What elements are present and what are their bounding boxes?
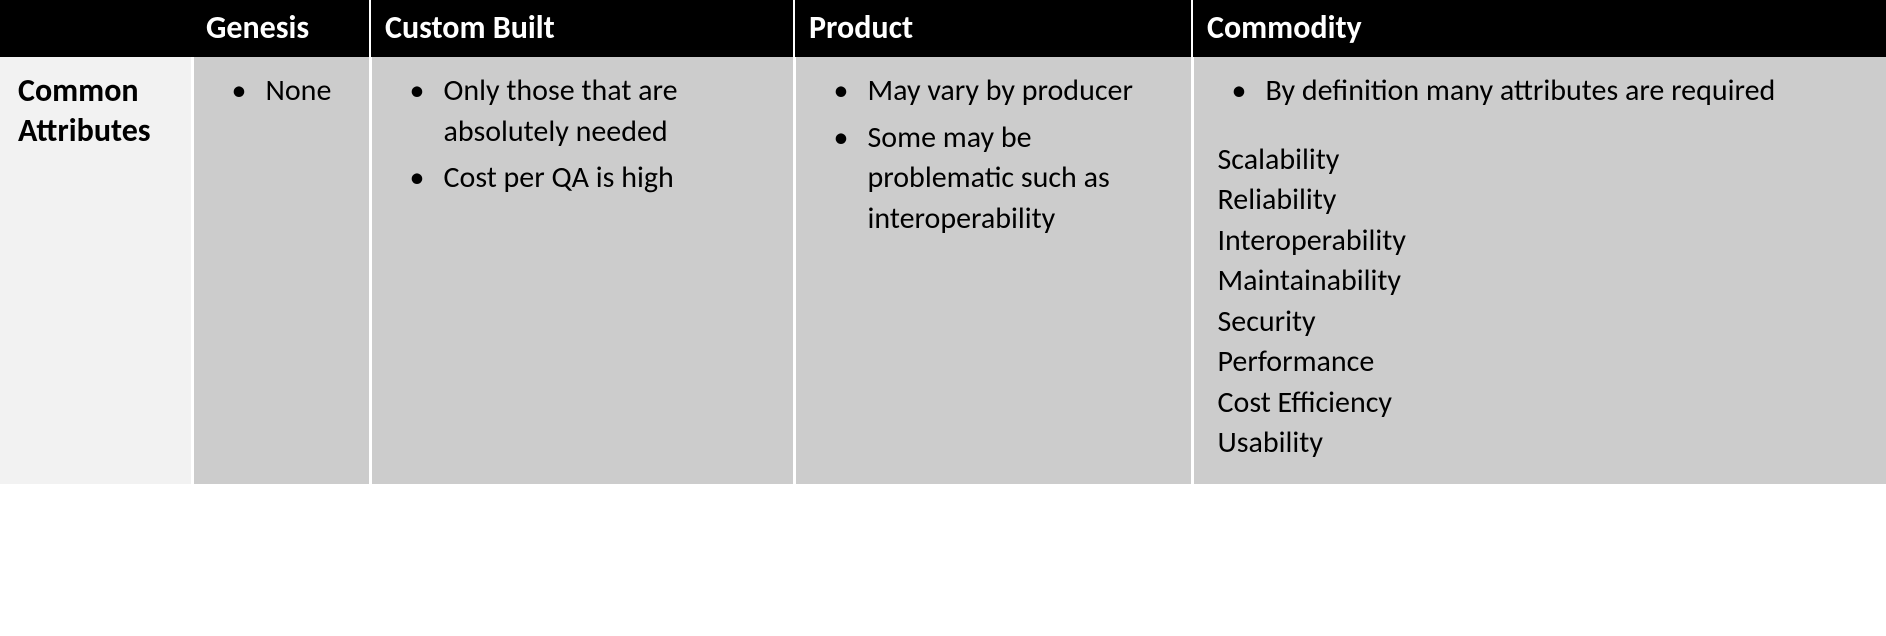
list-item: By definition many attributes are requir… bbox=[1218, 71, 1863, 112]
header-row: Genesis Custom Built Product Commodity bbox=[0, 0, 1886, 57]
list-item: Usability bbox=[1218, 423, 1863, 464]
list-item: Maintainability bbox=[1218, 261, 1863, 302]
list-item: Some may be problematic such as interope… bbox=[820, 118, 1167, 240]
list-item: Performance bbox=[1218, 342, 1863, 383]
cell-product: May vary by producer Some may be problem… bbox=[794, 57, 1192, 484]
col-header-product: Product bbox=[794, 0, 1192, 57]
list-item: Cost per QA is high bbox=[396, 158, 769, 199]
commodity-extra-list: Scalability Reliability Interoperability… bbox=[1218, 140, 1863, 464]
list-item: Scalability bbox=[1218, 140, 1863, 181]
product-bullets: May vary by producer Some may be problem… bbox=[820, 71, 1167, 239]
col-header-custom-built: Custom Built bbox=[370, 0, 794, 57]
list-item: Interoperability bbox=[1218, 221, 1863, 262]
cell-genesis: None bbox=[192, 57, 370, 484]
list-item: Security bbox=[1218, 302, 1863, 343]
col-header-commodity: Commodity bbox=[1192, 0, 1886, 57]
list-item: May vary by producer bbox=[820, 71, 1167, 112]
list-item: None bbox=[218, 71, 345, 112]
genesis-bullets: None bbox=[218, 71, 345, 112]
row-common-attributes: Common Attributes None Only those that a… bbox=[0, 57, 1886, 484]
header-corner bbox=[0, 0, 192, 57]
attributes-table: Genesis Custom Built Product Commodity C… bbox=[0, 0, 1886, 484]
commodity-bullets: By definition many attributes are requir… bbox=[1218, 71, 1863, 112]
cell-commodity: By definition many attributes are requir… bbox=[1192, 57, 1886, 484]
col-header-genesis: Genesis bbox=[192, 0, 370, 57]
row-label: Common Attributes bbox=[0, 57, 192, 484]
cell-custom-built: Only those that are absolutely needed Co… bbox=[370, 57, 794, 484]
custom-built-bullets: Only those that are absolutely needed Co… bbox=[396, 71, 769, 199]
list-item: Only those that are absolutely needed bbox=[396, 71, 769, 152]
list-item: Reliability bbox=[1218, 180, 1863, 221]
list-item: Cost Efficiency bbox=[1218, 383, 1863, 424]
